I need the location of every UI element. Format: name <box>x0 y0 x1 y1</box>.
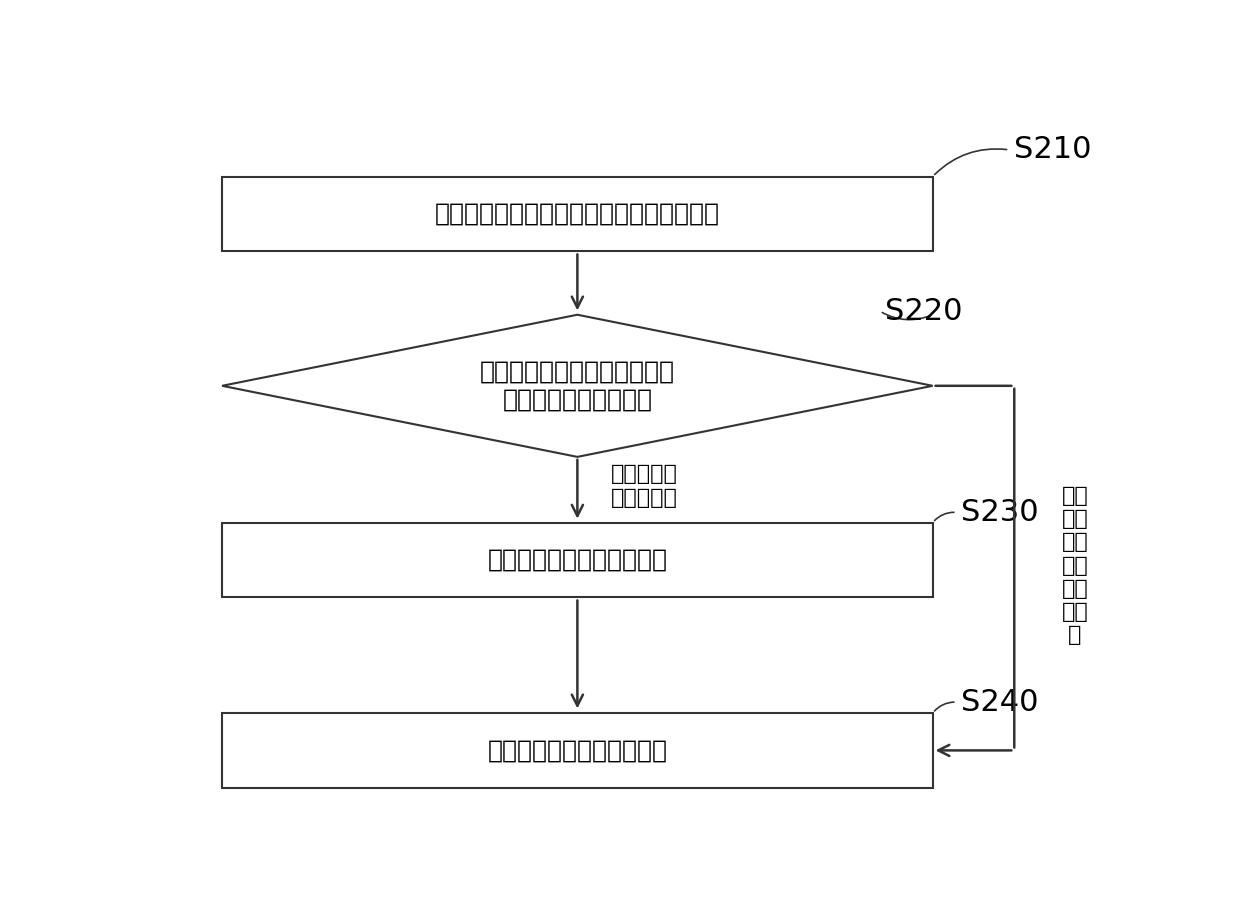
Text: 信号能量大
于能量阈值: 信号能量大 于能量阈值 <box>611 464 678 508</box>
Text: 比较小波降噪结果的信号能量
与能量阈值的大小关系: 比较小波降噪结果的信号能量 与能量阈值的大小关系 <box>479 360 675 412</box>
Text: 确定待处理传感器处于动态: 确定待处理传感器处于动态 <box>487 548 668 572</box>
Bar <box>222 176 933 251</box>
Text: S230: S230 <box>961 497 1040 527</box>
Bar <box>222 713 933 787</box>
Text: S220: S220 <box>885 296 963 326</box>
Polygon shape <box>222 315 933 457</box>
Bar <box>222 522 933 597</box>
Text: S240: S240 <box>961 688 1040 716</box>
Text: S210: S210 <box>1015 136 1092 164</box>
Text: 确定待处理传感器处于动态: 确定待处理传感器处于动态 <box>487 738 668 762</box>
Text: 信号
能量
小于
或等
于能
量阈
值: 信号 能量 小于 或等 于能 量阈 值 <box>1062 486 1088 645</box>
Text: 获取用于判断待处理传感器状态的能量阈值: 获取用于判断待处理传感器状态的能量阈值 <box>435 202 720 226</box>
